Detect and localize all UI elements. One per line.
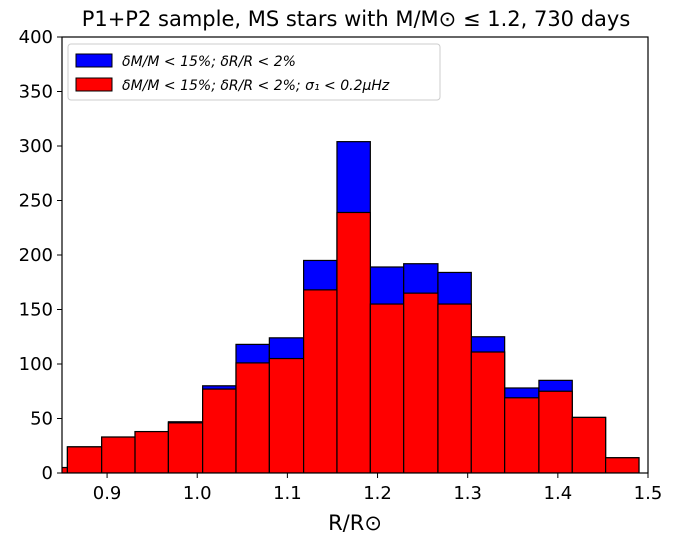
bar	[134, 430, 169, 473]
bar	[403, 292, 439, 473]
legend-label: δM/M < 15%; δR/R < 2%; σ₁ < 0.2μHz	[122, 78, 390, 94]
x-tick-label: 1.5	[634, 483, 663, 504]
y-tick-label: 350	[19, 82, 53, 103]
bar	[369, 303, 405, 473]
x-tick-label: 1.3	[453, 483, 482, 504]
y-tick-label: 0	[42, 463, 53, 484]
bar	[571, 416, 607, 473]
x-tick-label: 0.9	[93, 483, 122, 504]
bar	[235, 362, 270, 473]
y-tick-label: 100	[19, 354, 53, 375]
bar	[605, 457, 640, 473]
bar	[167, 422, 204, 473]
bar	[66, 446, 103, 473]
y-tick-label: 250	[19, 191, 53, 212]
y-tick-label: 200	[19, 245, 53, 266]
bar	[268, 357, 305, 473]
legend-label: δM/M < 15%; δR/R < 2%	[122, 54, 296, 70]
x-tick-label: 1.1	[273, 483, 302, 504]
bar	[504, 397, 540, 473]
x-tick-label: 1.0	[183, 483, 212, 504]
x-tick-label: 1.2	[363, 483, 392, 504]
x-axis-label: R/R⊙	[328, 511, 382, 535]
x-tick-label: 1.4	[544, 483, 573, 504]
axes: 0.9 1.0 1.1 1.2 1.3 1.4 1.5 0 50 100 150 200 250 300 3…	[19, 27, 663, 504]
bar	[437, 303, 472, 473]
y-tick-label: 300	[19, 136, 53, 157]
legend-swatch	[75, 77, 113, 92]
y-tick-label: 400	[19, 27, 53, 48]
bar	[538, 390, 573, 473]
bars	[62, 141, 640, 473]
bar	[101, 436, 136, 473]
legend-swatch	[75, 53, 113, 68]
bar	[470, 351, 506, 473]
y-tick-label: 150	[19, 300, 53, 321]
y-tick-label: 50	[30, 409, 53, 430]
chart-title: P1+P2 sample, MS stars with M/M⊙ ≤ 1.2, …	[82, 7, 631, 31]
bar	[202, 388, 237, 473]
legend-box	[67, 43, 441, 101]
bar	[303, 289, 338, 473]
bar	[336, 211, 371, 473]
